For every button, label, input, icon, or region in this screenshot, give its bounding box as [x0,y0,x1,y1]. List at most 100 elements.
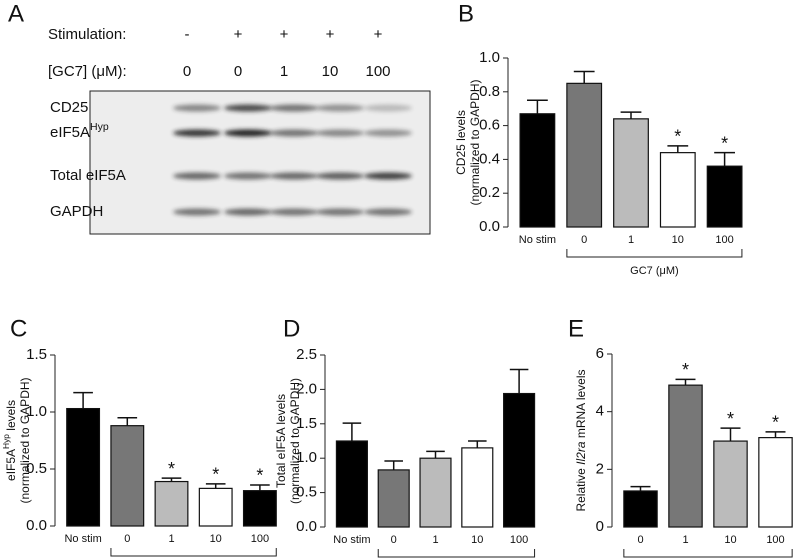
band-label-part: CD25 [50,99,88,116]
significance-star: * [256,466,263,486]
band-label-part: eIF5A [50,124,90,141]
x-tick-label: 0 [391,534,397,546]
y-axis-label-part: eIF5A [4,449,18,481]
y-axis-label-part: Total eIF5A levels [274,394,288,488]
y-tick-label: 0.5 [26,460,47,477]
y-axis-label-part: Hyp [1,434,11,449]
blot-band [224,129,272,137]
lane-label: + [280,26,289,43]
blot-band [364,208,412,216]
bar [623,490,658,528]
bar [566,82,603,228]
lane-label: 100 [365,63,390,80]
blot-band [173,129,221,137]
significance-star: * [212,465,219,485]
bracket [377,549,536,558]
x-tick-label: 100 [715,234,733,246]
bracket [623,549,793,558]
blot-band [316,129,364,137]
blot-band [316,104,364,112]
x-tick-label: 10 [210,533,222,545]
bar [668,384,703,528]
blot-band [270,104,318,112]
x-tick-label: 10 [724,534,736,546]
lane-label: 1 [280,63,288,80]
x-tick-label: 0 [124,533,130,545]
blot-band [173,104,221,112]
bar [154,480,189,527]
y-tick-label: 2 [596,460,604,477]
x-tick-label: No stim [519,234,556,246]
band-label: Total eIF5A [50,167,126,184]
band-label: CD25 [50,99,88,116]
lane-label: + [234,26,243,43]
x-tick-label: 100 [251,533,269,545]
significance-star: * [721,133,728,153]
blot-row-label: Stimulation: [48,26,126,43]
y-axis-label-part: levels [4,400,18,434]
lane-label: 10 [322,63,339,80]
y-axis-label: (normalized to GAPDH) [468,79,482,205]
bar [706,165,743,228]
y-tick-label: 1.5 [26,346,47,363]
bar [419,457,452,528]
x-tick-label: 100 [510,534,528,546]
blot-band [270,208,318,216]
blot-band [173,208,221,216]
bar [758,437,793,528]
panel-letter: A [8,0,24,27]
significance-star: * [682,360,689,380]
y-axis-label-part: (normalized to GAPDH) [468,79,482,205]
lane-label: - [185,26,190,43]
bracket-label: GC7 (μM) [630,265,679,277]
y-axis-label: (normalized to GAPDH) [288,378,302,504]
bracket [110,548,277,557]
y-axis-label-part: (normalized to GAPDH) [288,378,302,504]
panel-letter: C [10,315,27,342]
panel-letter: E [568,315,584,342]
bar [110,425,145,527]
blot-band [270,129,318,137]
lane-label: + [374,26,383,43]
y-axis-label-part: mRNA levels [574,369,588,441]
bracket [566,249,743,258]
y-axis-label: eIF5AHyp levels [1,400,18,481]
y-tick-label: 0.6 [479,117,500,134]
x-tick-label: 1 [168,533,174,545]
bar [713,440,748,528]
band-label-part: Total eIF5A [50,167,126,184]
blot-band [224,104,272,112]
bar [503,392,536,528]
y-axis-label-part: Il2ra [574,441,588,465]
x-tick-label: 10 [672,234,684,246]
blot-band [364,172,412,180]
y-axis-label: (normalized to GAPDH) [18,377,32,503]
lane-label: 0 [183,63,191,80]
significance-star: * [727,409,734,429]
bar [461,447,494,528]
blot-band [270,172,318,180]
x-tick-label: 100 [766,534,784,546]
x-tick-label: 1 [432,534,438,546]
y-tick-label: 6 [596,345,604,362]
x-tick-label: 10 [471,534,483,546]
y-tick-label: 1.0 [26,403,47,420]
y-tick-label: 0.4 [479,150,500,167]
blot-band [224,208,272,216]
y-tick-label: 0.0 [479,218,500,235]
band-label-part: Hyp [90,121,109,133]
y-axis-label: Relative Il2ra mRNA levels [574,369,588,511]
y-tick-label: 2.0 [296,380,317,397]
significance-star: * [168,459,175,479]
y-tick-label: 0.5 [296,484,317,501]
blot-band [173,172,221,180]
y-tick-label: 0.0 [296,518,317,535]
y-tick-label: 0.0 [26,517,47,534]
y-axis-label: Total eIF5A levels [274,394,288,488]
y-tick-label: 1.0 [296,449,317,466]
bar [335,440,368,528]
lane-label: + [326,26,335,43]
significance-star: * [772,413,779,433]
y-tick-label: 2.5 [296,346,317,363]
